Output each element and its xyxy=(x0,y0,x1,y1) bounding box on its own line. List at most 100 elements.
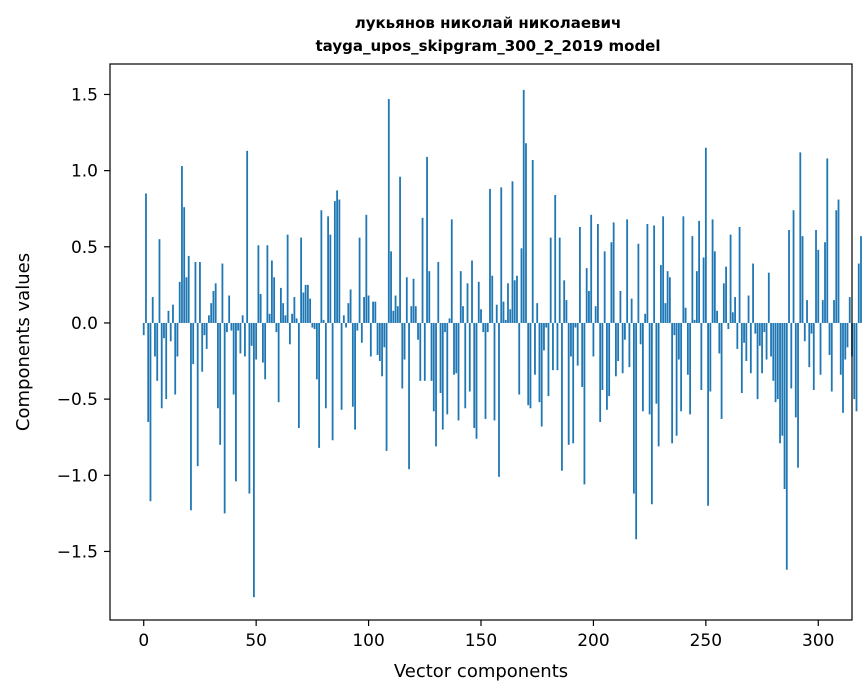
bar-10 xyxy=(165,322,168,400)
bar-156 xyxy=(493,322,496,421)
bar-141 xyxy=(459,271,462,323)
bar-269 xyxy=(747,295,750,323)
bar-230 xyxy=(659,265,662,323)
bar-134 xyxy=(444,322,446,333)
bar-276 xyxy=(763,322,766,333)
bar-95 xyxy=(356,322,359,331)
bar-308 xyxy=(835,210,838,323)
bar-163 xyxy=(509,309,512,323)
bar-19 xyxy=(185,277,188,323)
bar-60 xyxy=(277,322,280,403)
bar-37 xyxy=(226,322,228,333)
bar-130 xyxy=(435,322,437,447)
bar-5 xyxy=(154,322,156,357)
bar-1 xyxy=(145,193,147,323)
bar-77 xyxy=(315,322,318,380)
bar-70 xyxy=(300,237,303,323)
bar-50 xyxy=(255,322,258,360)
bar-199 xyxy=(590,214,593,323)
bar-16 xyxy=(178,281,181,323)
bar-267 xyxy=(743,322,745,343)
bar-155 xyxy=(491,275,494,323)
bar-303 xyxy=(824,242,826,323)
bar-266 xyxy=(740,322,743,394)
bar-17 xyxy=(181,166,183,323)
bar-39 xyxy=(230,322,233,331)
bar-166 xyxy=(516,275,518,323)
bar-249 xyxy=(702,257,705,323)
bar-46 xyxy=(246,150,249,323)
bar-173 xyxy=(531,159,534,323)
bar-245 xyxy=(693,319,696,323)
bar-31 xyxy=(212,290,215,323)
bar-165 xyxy=(513,280,516,323)
bar-38 xyxy=(228,295,231,323)
bar-55 xyxy=(266,245,269,323)
bar-217 xyxy=(630,298,633,323)
bar-13 xyxy=(172,304,174,323)
bar-260 xyxy=(727,322,730,330)
bar-146 xyxy=(471,260,473,323)
bar-151 xyxy=(482,322,485,333)
bar-139 xyxy=(455,322,458,374)
bar-44 xyxy=(241,315,244,323)
bar-27 xyxy=(203,322,206,336)
bar-227 xyxy=(653,225,656,323)
bar-264 xyxy=(736,322,739,349)
bar-136 xyxy=(448,318,451,323)
bar-241 xyxy=(684,307,687,323)
bar-170 xyxy=(525,143,527,323)
bar-85 xyxy=(333,201,336,323)
bar-228 xyxy=(655,322,658,404)
x-tick-label: 200 xyxy=(577,631,609,651)
bar-211 xyxy=(617,322,620,362)
bar-64 xyxy=(286,234,289,323)
bar-28 xyxy=(205,322,208,349)
bar-4 xyxy=(151,297,154,323)
bars-group xyxy=(142,89,862,598)
bar-251 xyxy=(707,322,709,506)
bar-307 xyxy=(833,300,835,323)
bar-109 xyxy=(387,99,390,323)
bar-7 xyxy=(158,239,161,323)
bar-229 xyxy=(657,322,660,447)
bar-154 xyxy=(489,188,491,323)
bar-223 xyxy=(644,313,647,323)
bar-194 xyxy=(579,226,581,323)
bar-169 xyxy=(522,89,525,323)
bar-81 xyxy=(324,322,327,409)
bar-253 xyxy=(711,219,714,323)
bar-206 xyxy=(606,322,608,410)
bar-96 xyxy=(358,237,361,323)
bar-226 xyxy=(650,322,653,505)
bar-189 xyxy=(567,322,570,445)
bar-87 xyxy=(338,199,341,323)
chart-subtitle: tayga_upos_skipgram_300_2_2019 model xyxy=(316,37,661,55)
bar-193 xyxy=(576,322,579,366)
bar-207 xyxy=(608,322,611,397)
bar-103 xyxy=(374,301,377,323)
bar-209 xyxy=(612,222,615,323)
bar-279 xyxy=(770,322,772,357)
bar-23 xyxy=(194,262,197,323)
bar-233 xyxy=(666,271,669,323)
bar-0 xyxy=(142,322,145,336)
bar-302 xyxy=(821,300,824,323)
bar-126 xyxy=(426,156,428,323)
y-tick-label: −1.0 xyxy=(57,466,98,486)
bar-168 xyxy=(520,248,523,323)
bar-205 xyxy=(603,251,606,323)
bar-26 xyxy=(201,322,204,372)
bar-82 xyxy=(327,216,329,323)
bar-48 xyxy=(250,322,253,346)
bar-140 xyxy=(457,322,460,421)
bar-98 xyxy=(363,297,365,323)
bar-89 xyxy=(342,315,345,323)
bar-265 xyxy=(738,226,741,323)
bar-62 xyxy=(282,303,285,323)
bar-22 xyxy=(192,322,195,365)
bar-196 xyxy=(583,322,586,485)
bar-33 xyxy=(217,322,219,409)
x-axis-label: Vector components xyxy=(394,661,568,682)
bar-261 xyxy=(729,234,732,323)
